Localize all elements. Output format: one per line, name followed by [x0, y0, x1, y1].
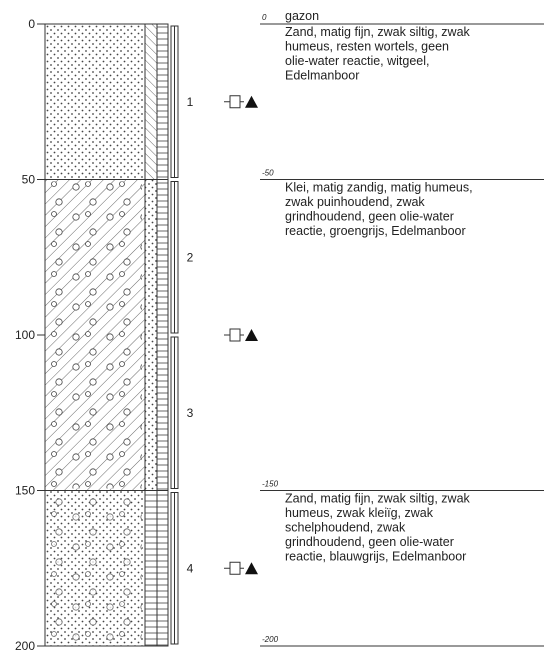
- layer-description: Edelmanboor: [285, 69, 359, 83]
- depth-tick-label: 50: [22, 173, 36, 187]
- level-label: -200: [262, 635, 279, 644]
- layer-gravel: [48, 493, 142, 645]
- layer-tertiary: [157, 24, 168, 180]
- layer-main: [45, 24, 145, 180]
- layer-tertiary: [157, 180, 168, 491]
- layer-description: olie-water reactie, witgeel,: [285, 54, 430, 68]
- measurement-symbol: [224, 329, 258, 341]
- layer-description: reactie, blauwgrijs, Edelmanboor: [285, 550, 466, 564]
- layer-description: reactie, groengrijs, Edelmanboor: [285, 224, 466, 238]
- layer-description: grindhoudend, geen olie-water: [285, 210, 454, 224]
- sample-label: 1: [187, 95, 194, 109]
- depth-tick-label: 0: [28, 17, 35, 31]
- layer-secondary: [145, 180, 157, 491]
- layer-description: Klei, matig zandig, matig humeus,: [285, 181, 473, 195]
- symbol-box: [230, 96, 240, 108]
- level-label: 0: [262, 13, 267, 22]
- symbol-box: [230, 562, 240, 574]
- level-label: -50: [262, 169, 274, 178]
- layer-secondary: [145, 24, 157, 180]
- sample-label: 3: [187, 406, 194, 420]
- layer-secondary: [145, 491, 157, 647]
- layer-description: humeus, resten wortels, geen: [285, 40, 449, 54]
- layer-description: humeus, zwak kleiïg, zwak: [285, 506, 434, 520]
- measurement-symbol: [224, 562, 258, 574]
- depth-tick-label: 200: [15, 639, 35, 653]
- layer-description: zwak puinhoudend, zwak: [285, 195, 425, 209]
- layer-gravel: [48, 182, 142, 489]
- depth-tick-label: 150: [15, 484, 35, 498]
- borehole-log: 0 50 100 150 200 Zand, matig fijn, zwak silti…: [0, 0, 544, 653]
- layer-description: Zand, matig fijn, zwak siltig, zwak: [285, 492, 471, 506]
- sample-label: 2: [187, 250, 194, 264]
- measurement-symbol: [224, 96, 258, 108]
- symbol-triangle: [245, 329, 258, 341]
- symbol-triangle: [245, 562, 258, 574]
- layer-description: Zand, matig fijn, zwak siltig, zwak: [285, 25, 471, 39]
- level-label: -150: [262, 480, 279, 489]
- surface-label: gazon: [285, 9, 319, 23]
- layer-description: grindhoudend, geen olie-water: [285, 535, 454, 549]
- symbol-box: [230, 329, 240, 341]
- symbol-triangle: [245, 96, 258, 108]
- sample-label: 4: [187, 561, 194, 575]
- layer-tertiary: [157, 491, 168, 647]
- layer-description: schelphoudend, zwak: [285, 521, 406, 535]
- depth-tick-label: 100: [15, 328, 35, 342]
